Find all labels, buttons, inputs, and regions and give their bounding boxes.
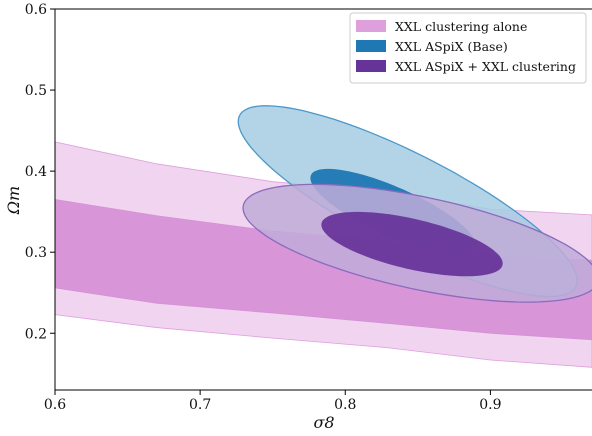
legend-label: XXL clustering alone <box>395 19 527 34</box>
ellipse-inner-combined <box>321 211 503 277</box>
legend: XXL clustering alone XXL ASpiX (Base) XXL … <box>349 12 587 84</box>
y-tick-label: 0.6 <box>25 2 47 18</box>
y-tick-label: 0.2 <box>25 326 47 342</box>
legend-swatch <box>356 60 386 72</box>
legend-label: XXL ASpiX (Base) <box>395 39 508 54</box>
y-tick-label: 0.5 <box>25 83 47 99</box>
x-tick-label: 0.6 <box>44 397 66 413</box>
y-tick-label: 0.3 <box>25 245 47 261</box>
legend-swatch <box>356 40 386 52</box>
x-axis-label: σ8 <box>313 413 334 432</box>
y-ticks: 0.2 0.3 0.4 0.5 0.6 <box>25 2 55 342</box>
legend-box <box>349 12 587 84</box>
confidence-ellipses <box>237 105 592 303</box>
x-ticks: 0.6 0.7 0.8 0.9 <box>44 390 502 413</box>
x-tick-label: 0.8 <box>334 397 356 413</box>
legend-label: XXL ASpiX + XXL clustering <box>395 59 576 74</box>
x-tick-label: 0.7 <box>189 397 211 413</box>
x-tick-label: 0.9 <box>479 397 501 413</box>
y-tick-label: 0.4 <box>25 164 47 180</box>
y-axis-label: Ωm <box>4 186 23 215</box>
legend-swatch <box>356 20 386 32</box>
